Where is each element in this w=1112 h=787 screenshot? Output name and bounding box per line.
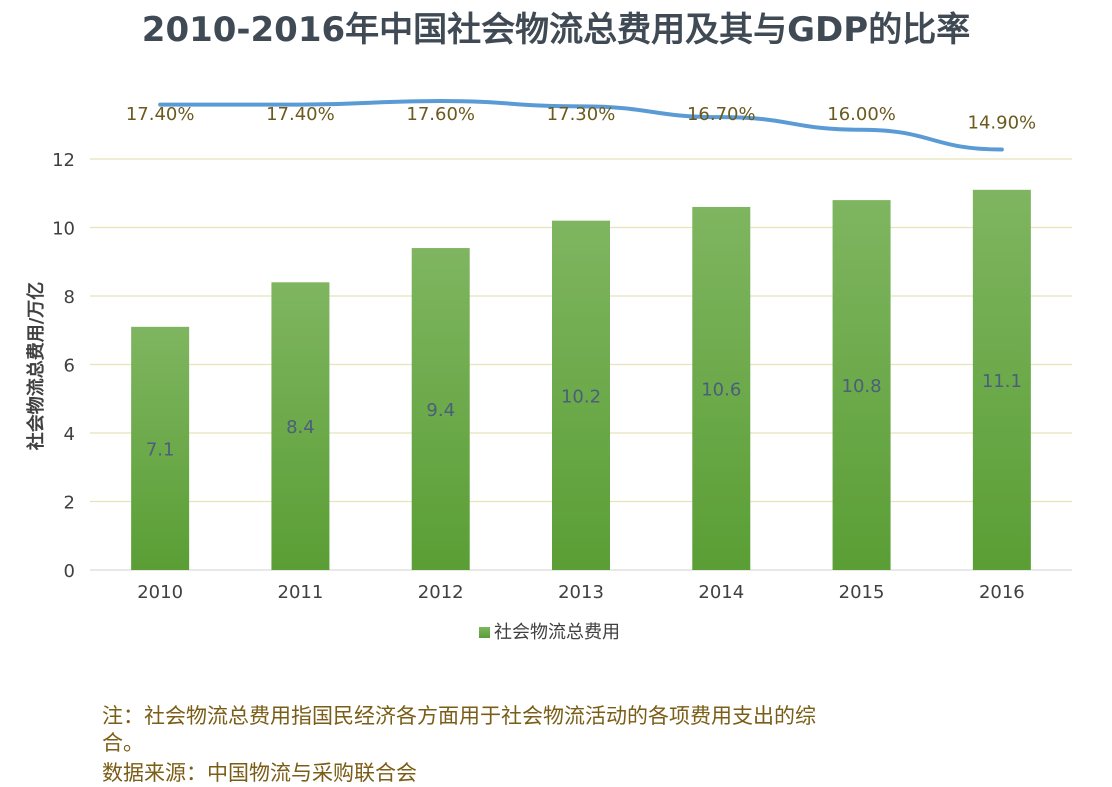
bar-data-label: 11.1 xyxy=(982,371,1022,392)
line-data-label: 16.70% xyxy=(687,104,756,125)
y-tick-label: 12 xyxy=(52,150,75,171)
line-data-label: 17.60% xyxy=(406,104,475,125)
y-tick-label: 8 xyxy=(64,287,75,308)
bar-data-label: 7.1 xyxy=(146,439,175,460)
x-tick-label: 2011 xyxy=(278,582,324,603)
footnote: 注：社会物流总费用指国民经济各方面用于社会物流活动的各项费用支出的综 xyxy=(102,704,816,728)
ratio-line xyxy=(158,98,1004,152)
bar xyxy=(131,326,190,570)
legend: 社会物流总费用 xyxy=(479,622,620,643)
line-data-label: 17.40% xyxy=(266,104,335,125)
chart-title: 2010-2016年中国社会物流总费用及其与GDP的比率 xyxy=(141,10,971,50)
bar xyxy=(271,282,330,570)
x-tick-label: 2013 xyxy=(558,582,604,603)
y-tick-label: 0 xyxy=(64,561,75,582)
x-tick-label: 2010 xyxy=(137,582,183,603)
x-tick-label: 2016 xyxy=(979,582,1025,603)
bar-data-label: 9.4 xyxy=(426,400,455,421)
y-tick-label: 10 xyxy=(52,219,75,240)
y-tick-label: 4 xyxy=(64,424,75,445)
line-data-label: 16.00% xyxy=(827,104,896,125)
bar xyxy=(972,189,1031,570)
line-data-label: 17.30% xyxy=(547,104,616,125)
line-data-label: 17.40% xyxy=(126,104,195,125)
y-tick-label: 2 xyxy=(64,493,75,514)
x-tick-label: 2012 xyxy=(418,582,464,603)
x-tick-label: 2015 xyxy=(839,582,885,603)
legend-swatch xyxy=(479,627,490,638)
bar-data-label: 10.2 xyxy=(561,386,601,407)
bar-data-label: 10.6 xyxy=(701,379,741,400)
bar xyxy=(411,248,470,571)
bar-data-label: 10.8 xyxy=(842,376,882,397)
data-source: 数据来源：中国物流与采购联合会 xyxy=(102,761,417,785)
x-tick-label: 2014 xyxy=(698,582,744,603)
y-axis-label: 社会物流总费用/万亿 xyxy=(25,282,47,451)
legend-label: 社会物流总费用 xyxy=(494,622,620,643)
bar xyxy=(832,200,891,570)
bar xyxy=(692,206,751,570)
line-data-label: 14.90% xyxy=(968,113,1037,134)
bar xyxy=(552,220,610,570)
y-tick-label: 6 xyxy=(64,356,75,377)
chart-plot: 0 2 4 6 8 10 12 7.1 2010 8.4 2011 9.4 2012 10.2 2013 1… xyxy=(25,98,1072,643)
bar-data-label: 8.4 xyxy=(286,417,315,438)
footnote-continued: 合。 xyxy=(102,731,144,755)
